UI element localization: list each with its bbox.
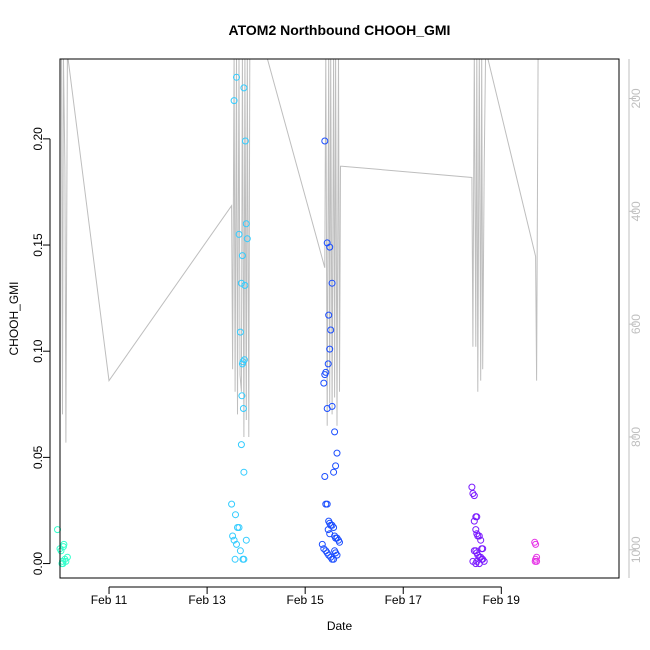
- altitude-trace-line: [60, 59, 539, 443]
- data-point: [470, 517, 478, 525]
- data-point: [243, 235, 251, 243]
- data-point: [237, 441, 245, 449]
- data-point: [477, 536, 485, 544]
- data-point: [241, 137, 249, 145]
- y-tick-label: 0.20: [31, 127, 45, 151]
- data-point: [232, 511, 239, 519]
- data-point: [336, 538, 343, 546]
- data-point: [235, 230, 243, 238]
- data-point: [238, 360, 246, 368]
- data-point: [320, 545, 328, 553]
- right-tick-label: 800: [629, 427, 643, 447]
- data-point: [327, 326, 335, 334]
- data-point: [238, 252, 246, 260]
- data-point: [63, 553, 71, 561]
- series-3: [318, 137, 343, 563]
- y-axis: 0.00 0.05 0.10 0.15 0.20: [31, 127, 51, 576]
- data-point: [326, 243, 334, 251]
- data-point: [475, 560, 483, 568]
- data-point: [320, 379, 328, 387]
- data-point: [236, 328, 244, 336]
- data-point: [532, 540, 540, 548]
- data-point: [479, 545, 487, 553]
- data-point: [333, 449, 341, 457]
- data-point: [325, 311, 333, 319]
- y-axis-label: CHOOH_GMI: [7, 281, 21, 355]
- right-tick-label: 200: [629, 88, 643, 108]
- series-5: [531, 538, 541, 565]
- data-point: [330, 555, 338, 563]
- plot-frame: [59, 58, 620, 579]
- data-point: [326, 345, 334, 353]
- data-point: [228, 500, 236, 508]
- data-point: [238, 392, 246, 400]
- right-tick-label: 600: [629, 314, 643, 334]
- data-point: [323, 500, 331, 508]
- x-axis-label: Date: [327, 619, 353, 633]
- data-point: [325, 551, 333, 559]
- data-point: [233, 73, 240, 81]
- data-point: [472, 526, 480, 534]
- x-tick-label: Feb 17: [385, 593, 423, 607]
- x-tick-label: Feb 19: [483, 593, 521, 607]
- x-tick-label: Feb 11: [91, 593, 128, 607]
- data-point: [241, 281, 249, 289]
- data-point: [230, 97, 238, 105]
- y-tick-label: 0.00: [31, 552, 45, 576]
- data-point: [479, 555, 487, 563]
- data-point: [242, 220, 250, 228]
- data-point: [60, 540, 68, 548]
- data-point: [233, 540, 240, 548]
- data-point: [242, 536, 250, 544]
- data-point: [469, 557, 477, 565]
- y-tick-label: 0.05: [31, 445, 45, 469]
- data-point: [330, 468, 338, 476]
- right-axis: 200 400 600 800 1000: [628, 59, 643, 578]
- right-tick-label: 400: [629, 201, 643, 221]
- data-point: [326, 530, 334, 538]
- data-point: [475, 532, 483, 540]
- data-point: [240, 84, 248, 92]
- data-point: [332, 462, 340, 470]
- data-point: [237, 279, 245, 287]
- data-point: [318, 540, 326, 548]
- x-tick-label: Feb 15: [286, 593, 324, 607]
- altitude-layer: [60, 59, 539, 443]
- data-point: [321, 473, 329, 480]
- data-point: [235, 524, 243, 531]
- data-point: [321, 137, 329, 145]
- data-point: [231, 555, 239, 563]
- data-point: [533, 557, 541, 565]
- data-point: [229, 532, 237, 540]
- data-point: [240, 468, 248, 476]
- data-point: [239, 555, 247, 563]
- data-point: [331, 428, 339, 436]
- series-1: [54, 526, 71, 568]
- data-point: [239, 405, 247, 412]
- y-tick-label: 0.15: [31, 233, 45, 257]
- data-point: [240, 356, 248, 364]
- data-point: [333, 551, 341, 559]
- chart-title: ATOM2 Northbound CHOOH_GMI: [229, 22, 451, 38]
- right-tick-label: 1000: [629, 536, 643, 563]
- y-tick-label: 0.10: [31, 339, 45, 363]
- data-point: [324, 360, 332, 368]
- data-point: [324, 526, 332, 534]
- data-point: [328, 279, 336, 287]
- x-tick-label: Feb 13: [188, 593, 226, 607]
- x-axis: Feb 11 Feb 13 Feb 15 Feb 17 Feb 19: [91, 586, 521, 607]
- data-point: [328, 402, 336, 410]
- series-2: [228, 73, 251, 563]
- data-point: [236, 547, 244, 555]
- data-point: [468, 483, 476, 491]
- data-point: [321, 371, 329, 379]
- points-layer: [54, 73, 541, 568]
- data-point: [470, 492, 478, 500]
- series-4: [468, 483, 488, 568]
